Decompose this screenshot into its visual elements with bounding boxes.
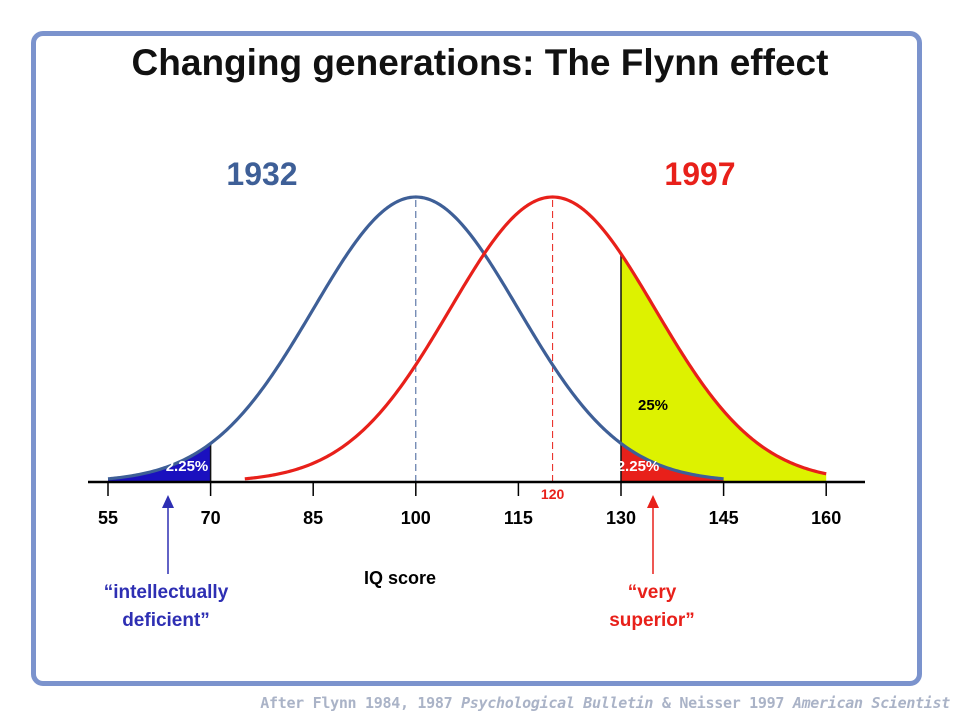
curve-1997 [244, 195, 827, 481]
annotation-text-1-line1: “intellectually [104, 582, 229, 603]
x-tick-label-130: 130 [606, 508, 636, 528]
citation-part-1: After Flynn 1984, 1987 [260, 694, 462, 712]
shaded-region-2 [621, 253, 827, 482]
x-axis-label: IQ score [364, 568, 436, 588]
annotation-text-2-line2: superior” [609, 610, 695, 631]
curve-1932 [107, 195, 724, 481]
annotation-text-2-line1: “very [628, 582, 677, 603]
citation: After Flynn 1984, 1987 Psychological Bul… [260, 694, 950, 712]
region-label-25: 25% [638, 397, 668, 414]
annotation-arrow-head-1 [162, 495, 174, 508]
x-tick-label-145: 145 [709, 508, 739, 528]
slide-frame [31, 31, 922, 686]
x-tick-label-160: 160 [811, 508, 841, 528]
x-tick-label-55: 55 [98, 508, 118, 528]
shaded-region-1 [108, 443, 211, 482]
x-tick-label-115: 115 [504, 508, 533, 528]
annotation-text-1-line2: deficient” [122, 610, 210, 631]
series-label-1932: 1932 [226, 156, 297, 192]
shaded-region-3 [621, 443, 724, 482]
region-label-high: 2.25% [617, 458, 660, 475]
slide-title: Changing generations: The Flynn effect [131, 42, 829, 83]
x-tick-label-100: 100 [401, 508, 431, 528]
mean-marker-label: 120 [541, 486, 565, 502]
x-tick-label-85: 85 [303, 508, 323, 528]
annotation-arrow-head-2 [647, 495, 659, 508]
region-label-low: 2.25% [166, 458, 209, 475]
citation-journal-1: Psychological Bulletin [461, 694, 654, 712]
citation-part-2: & Neisser 1997 [653, 694, 793, 712]
series-label-1997: 1997 [664, 156, 735, 192]
x-tick-label-70: 70 [201, 508, 221, 528]
citation-journal-2: American Scientist [792, 694, 950, 712]
